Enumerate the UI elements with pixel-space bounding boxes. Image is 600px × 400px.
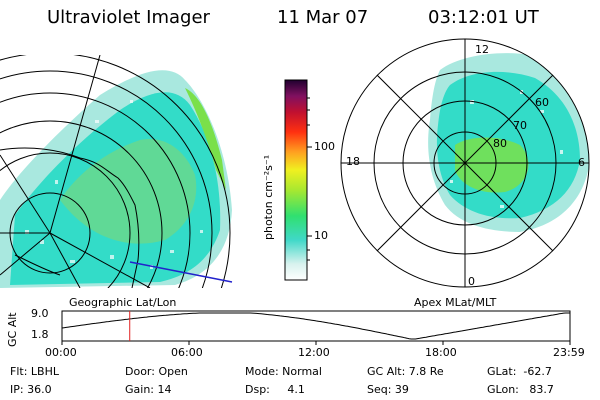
altitude-ytick-bottom: 1.8 bbox=[31, 328, 49, 341]
altitude-ytick-top: 9.0 bbox=[31, 307, 49, 320]
colorbar bbox=[284, 79, 308, 281]
altitude-xtick-2: 12:00 bbox=[298, 346, 330, 359]
altitude-curve bbox=[61, 312, 570, 340]
date-label: 11 Mar 07 bbox=[277, 7, 369, 28]
altitude-plot bbox=[61, 310, 571, 345]
instrument-title: Ultraviolet Imager bbox=[47, 7, 210, 28]
status-door: Door: Open bbox=[125, 365, 188, 378]
status-glat: GLat: -62.7 bbox=[487, 365, 552, 378]
mlat-label-70: 70 bbox=[513, 119, 527, 132]
terminator-line bbox=[129, 261, 233, 283]
mlt-label-0: 0 bbox=[468, 275, 475, 288]
mlat-label-60: 60 bbox=[535, 96, 549, 109]
status-dsp: Dsp: 4.1 bbox=[245, 383, 305, 396]
altitude-xtick-4: 23:59 bbox=[553, 346, 585, 359]
status-gc-alt: GC Alt: 7.8 Re bbox=[367, 365, 444, 378]
aurora-arc bbox=[185, 88, 226, 190]
altitude-xtick-0: 00:00 bbox=[45, 346, 77, 359]
coastline bbox=[0, 147, 140, 288]
geographic-map bbox=[0, 55, 233, 288]
time-label: 03:12:01 UT bbox=[428, 7, 539, 28]
status-ip: IP: 36.0 bbox=[10, 383, 52, 396]
geo-panel-label: Geographic Lat/Lon bbox=[69, 296, 177, 309]
altitude-xtick-3: 18:00 bbox=[425, 346, 457, 359]
colorbar-ticks bbox=[307, 97, 312, 261]
altitude-xtick-1: 06:00 bbox=[171, 346, 203, 359]
mlt-label-6: 6 bbox=[578, 156, 585, 169]
mlt-label-18: 18 bbox=[346, 155, 360, 168]
status-mode: Mode: Normal bbox=[245, 365, 322, 378]
polar-panel-label: Apex MLat/MLT bbox=[414, 296, 497, 309]
colorbar-unit-label: photon cm⁻²s⁻¹ bbox=[262, 154, 275, 240]
colorbar-tick-10: 10 bbox=[314, 229, 328, 242]
polar-aurora-green bbox=[455, 137, 529, 193]
colorbar-tick-100: 100 bbox=[314, 140, 335, 153]
polar-map bbox=[340, 38, 590, 288]
status-seq: Seq: 39 bbox=[367, 383, 409, 396]
mlt-label-12: 12 bbox=[475, 43, 489, 56]
altitude-ylabel: GC Alt bbox=[6, 312, 19, 347]
status-gain: Gain: 14 bbox=[125, 383, 172, 396]
status-glon: GLon: 83.7 bbox=[487, 383, 554, 396]
status-flt: Flt: LBHL bbox=[10, 365, 59, 378]
mlat-label-80: 80 bbox=[493, 137, 507, 150]
